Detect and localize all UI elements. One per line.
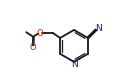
Text: N: N (71, 60, 77, 69)
Text: O: O (29, 43, 36, 52)
Text: O: O (37, 29, 43, 37)
Text: N: N (95, 24, 102, 33)
